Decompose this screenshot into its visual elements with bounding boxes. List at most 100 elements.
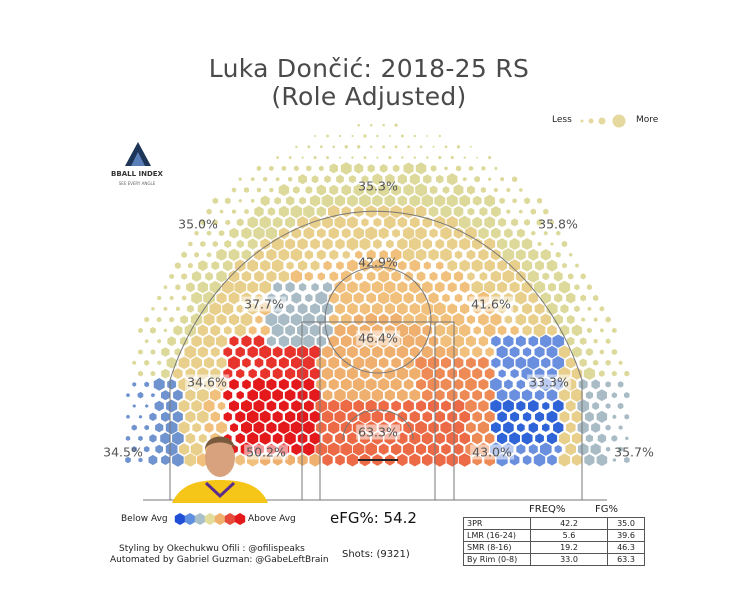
shot-hex [167, 336, 176, 347]
shot-hex [384, 345, 396, 359]
shot-hex [359, 194, 371, 208]
shot-hex [434, 324, 446, 337]
shot-hex [329, 249, 339, 260]
shot-hex [347, 389, 358, 402]
color-legend-hex [184, 513, 196, 525]
shot-hex [574, 284, 580, 291]
shot-hex [466, 357, 476, 369]
shot-hex [490, 313, 502, 326]
shot-hex [200, 219, 206, 226]
shot-hex [126, 393, 130, 398]
shot-hex [235, 454, 246, 466]
zone-label-left-long-mid: 37.7% [242, 296, 286, 312]
shot-hex [347, 194, 358, 207]
shot-hex [269, 165, 274, 171]
shot-hex [384, 367, 396, 380]
shot-hex [427, 356, 440, 370]
shot-hex [528, 292, 539, 304]
shot-hex [624, 414, 630, 420]
shot-hex [297, 345, 309, 359]
shot-hex [478, 378, 489, 391]
shot-hex [144, 381, 150, 388]
shot-hex [197, 324, 208, 337]
shot-hex [203, 313, 215, 326]
shot-hex [390, 248, 402, 262]
shot-hex [253, 335, 265, 348]
shot-hex [459, 323, 471, 337]
shot-hex [235, 433, 245, 444]
shot-hex [506, 187, 511, 193]
shot-hex [131, 424, 137, 431]
shot-hex [285, 216, 296, 229]
shot-hex [447, 282, 457, 293]
shot-hex [224, 240, 232, 248]
shot-hex [241, 399, 252, 413]
shot-hex [605, 403, 611, 409]
shot-hex [247, 281, 259, 294]
table-cell-zone: LMR (16-24) [463, 529, 531, 542]
shot-hex [409, 389, 421, 402]
shot-hex [296, 367, 309, 381]
shot-hex [216, 334, 228, 348]
efg-value: eFG%: 54.2 [330, 509, 417, 527]
shot-hex [203, 399, 215, 413]
table-cell-freq: 5.6 [530, 529, 608, 542]
shot-hex [222, 302, 234, 316]
shot-hex [509, 432, 520, 445]
shot-hex [521, 238, 533, 250]
shot-hex [378, 443, 389, 455]
shot-hex [386, 239, 394, 249]
shot-hex [229, 336, 239, 347]
shot-hex [244, 208, 249, 215]
shot-hex [329, 271, 339, 282]
shot-hex [253, 399, 265, 413]
shot-hex [432, 145, 435, 148]
shot-hex [558, 280, 571, 294]
shot-hex [504, 379, 513, 390]
shot-hex [150, 349, 156, 355]
shot-hex [240, 312, 253, 327]
shot-hex [553, 421, 564, 434]
shot-hex [184, 453, 197, 467]
shot-hex [394, 145, 398, 149]
shot-hex [144, 316, 150, 323]
legend-below-avg: Below Avg [121, 514, 168, 524]
shot-hex [370, 123, 373, 127]
shot-hex [378, 377, 390, 391]
shot-hex [297, 454, 308, 466]
legend-above-avg: Above Avg [248, 514, 296, 524]
shot-hex [422, 389, 433, 402]
shot-hex [355, 250, 363, 259]
shot-hex [494, 166, 498, 171]
shot-hex [559, 411, 570, 423]
shot-hex [153, 378, 165, 391]
shot-hex [145, 404, 149, 408]
shot-hex [543, 230, 548, 236]
shot-hex [359, 259, 371, 272]
shot-hex [203, 334, 215, 348]
shot-hex [197, 346, 208, 358]
shot-hex [440, 226, 452, 240]
shot-hex [155, 444, 163, 454]
shot-hex [390, 205, 402, 219]
shot-hex [453, 206, 464, 218]
shot-hex [363, 134, 367, 138]
color-legend-hex [194, 513, 206, 525]
shot-hex [359, 388, 371, 402]
shot-hex [478, 227, 489, 240]
shot-hex [441, 357, 451, 369]
shot-hex [309, 367, 321, 380]
shot-hex [137, 391, 144, 399]
shot-hex [438, 134, 441, 138]
shot-hex [185, 432, 196, 444]
shot-hex [284, 431, 296, 445]
shot-hex [458, 453, 471, 467]
shot-hex [624, 370, 630, 377]
shot-hex [260, 325, 270, 336]
shot-hex [503, 335, 514, 348]
shot-hex [593, 317, 598, 322]
shot-hex [384, 410, 396, 423]
shot-hex [569, 252, 573, 257]
shot-hex [504, 315, 513, 324]
